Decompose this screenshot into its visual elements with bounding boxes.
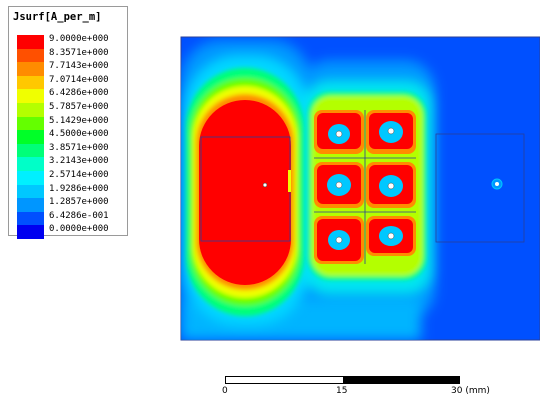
legend-level-label: 7.7143e+000 [49,61,109,72]
coil-cell-r2c2 [366,162,416,208]
legend-title: Jsurf[A_per_m] [13,11,102,23]
scale-label-30: 30 (mm) [451,386,490,396]
coil-cell-r1c1 [314,110,364,154]
scale-bar [225,376,460,384]
legend-swatch [17,102,44,117]
legend-color-bar [17,35,44,239]
left-loop-core [199,100,291,285]
legend-swatch [17,157,44,171]
legend-swatch [17,143,44,158]
legend-swatch [17,225,44,239]
legend-level-label: 2.5714e+000 [49,170,109,180]
coil-cell-r2c1 [314,162,364,208]
legend-swatch [17,184,44,199]
left-loop-gap [288,170,291,192]
legend-swatch [17,130,44,144]
scale-bar-segment-1 [226,377,343,383]
legend-swatch [17,89,44,103]
legend-swatch [17,170,44,185]
legend-level-label: 1.9286e+000 [49,183,109,194]
trace-lines [314,110,416,264]
legend-level-label: 6.4286e-001 [49,210,109,221]
coil-cell-r3c2 [366,216,416,256]
legend-swatch [17,211,44,226]
legend-level-label: 3.8571e+000 [49,142,109,153]
scale-label-15: 15 [336,386,348,396]
legend-level-label: 4.5000e+000 [49,129,109,140]
legend-swatch [17,75,44,90]
coil-cell-r3c1 [314,216,364,264]
legend-swatch [17,116,44,131]
scale-bar-segment-2 [343,377,459,383]
legend-level-label: 9.0000e+000 [49,34,109,44]
right-feed-point [495,182,499,186]
scale-label-0: 0 [222,386,228,396]
legend-swatch [17,62,44,76]
legend-level-label: 5.7857e+000 [49,102,109,112]
legend-level-label: 7.0714e+000 [49,74,109,85]
color-legend: Jsurf[A_per_m] 9.0000e+000 8.3571e+000 7.7… [8,6,128,239]
right-pad-outline [435,133,525,243]
legend-level-label: 3.2143e+000 [49,156,109,167]
legend-level-label: 6.4286e+000 [49,88,109,99]
legend-swatch [17,198,44,212]
legend-level-label: 5.1429e+000 [49,115,109,126]
legend-level-label: 1.2857e+000 [49,197,109,208]
left-feed-point [262,182,268,188]
legend-swatch [17,48,44,63]
legend-swatch [17,35,44,49]
legend-level-label: 0.0000e+000 [49,224,109,235]
coil-cell-r1c2 [366,110,416,154]
legend-level-label: 8.3571e+000 [49,47,109,58]
